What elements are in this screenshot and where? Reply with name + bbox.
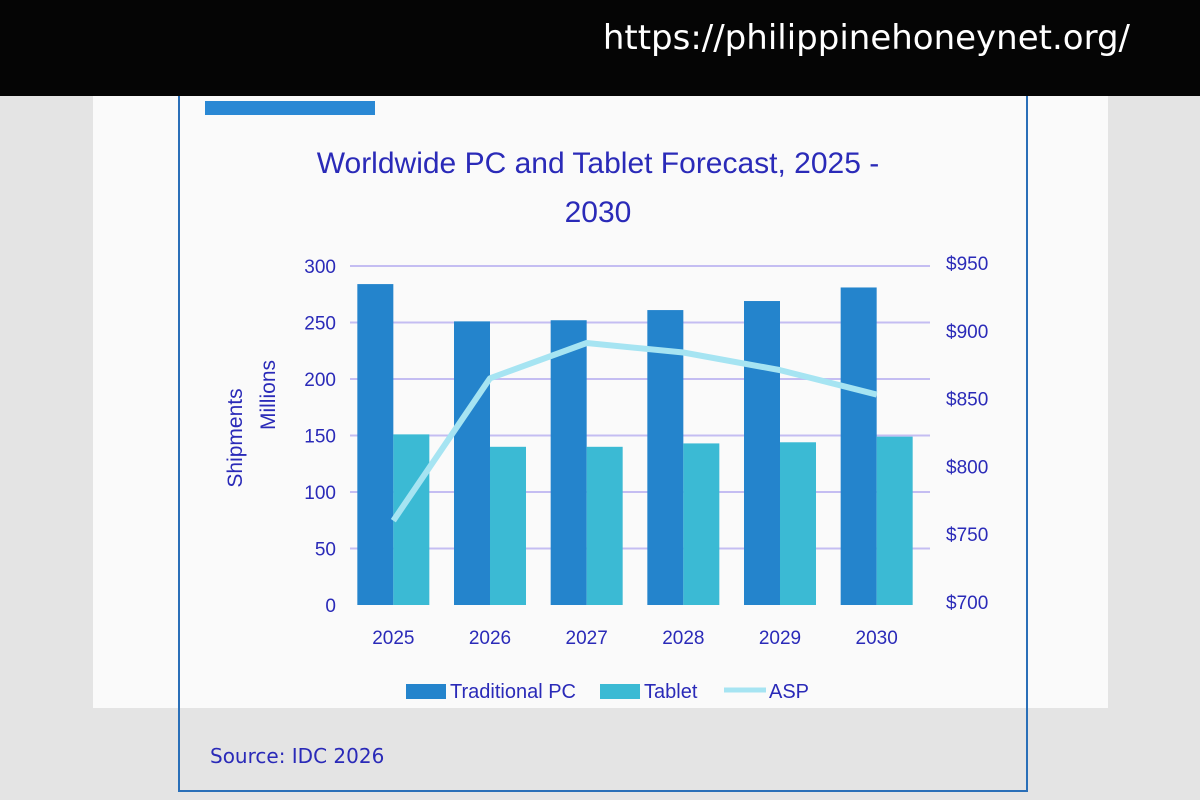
y2-tick-label: $700 [946, 593, 988, 614]
legend-label-tablet: Tablet [644, 681, 698, 703]
x-tick-label: 2030 [856, 628, 898, 649]
bar-tablet [683, 443, 720, 605]
idc-logo-mark [205, 101, 375, 115]
bar-tablet [780, 442, 816, 605]
url-banner: https://philippinehoneynet.org/ [0, 0, 1200, 96]
bar-traditional-pc [840, 287, 877, 605]
bar-traditional-pc [357, 284, 394, 605]
x-tick-label: 2026 [469, 628, 511, 649]
bar-tablet [876, 436, 913, 605]
bar-traditional-pc [647, 310, 684, 605]
bar-tablet [393, 434, 430, 605]
chart-title-line2: 2030 [565, 196, 632, 229]
legend-swatch-tablet [600, 684, 640, 699]
y2-tick-label: $850 [946, 390, 988, 411]
y-axis-label-units: Millions [257, 360, 280, 430]
y-tick-label: 0 [325, 596, 336, 617]
bar-traditional-pc [454, 321, 490, 605]
x-tick-label: 2027 [566, 628, 608, 649]
chart-panel [93, 96, 1108, 708]
legend-label-traditional-pc: Traditional PC [450, 681, 576, 703]
bar-tablet [490, 446, 526, 605]
url-text: https://philippinehoneynet.org/ [602, 18, 1130, 58]
bar-traditional-pc [550, 320, 587, 605]
y2-tick-label: $950 [946, 254, 988, 275]
bar-tablet [586, 446, 623, 605]
chart-title: Worldwide PC and Tablet Forecast, 2025 - [317, 147, 880, 180]
bar-traditional-pc [744, 301, 780, 605]
y-axis-label: Shipments [224, 388, 247, 487]
legend-label-asp: ASP [769, 681, 809, 703]
line-asp [390, 340, 878, 523]
y-tick-label: 250 [304, 314, 336, 335]
x-tick-label: 2029 [759, 628, 801, 649]
y-tick-label: 200 [304, 370, 336, 391]
x-tick-label: 2028 [662, 628, 704, 649]
y2-tick-label: $900 [946, 322, 988, 343]
y-tick-label: 50 [315, 540, 336, 561]
legend-swatch-traditional-pc [406, 684, 446, 699]
x-tick-label: 2025 [372, 628, 414, 649]
y2-tick-label: $750 [946, 525, 988, 546]
y-tick-label: 300 [304, 257, 336, 278]
y-tick-label: 100 [304, 483, 336, 504]
idc-logo [205, 70, 385, 147]
source-note: Source: IDC 2026 [210, 744, 385, 768]
y2-tick-label: $800 [946, 457, 988, 478]
y-tick-label: 150 [304, 427, 336, 448]
